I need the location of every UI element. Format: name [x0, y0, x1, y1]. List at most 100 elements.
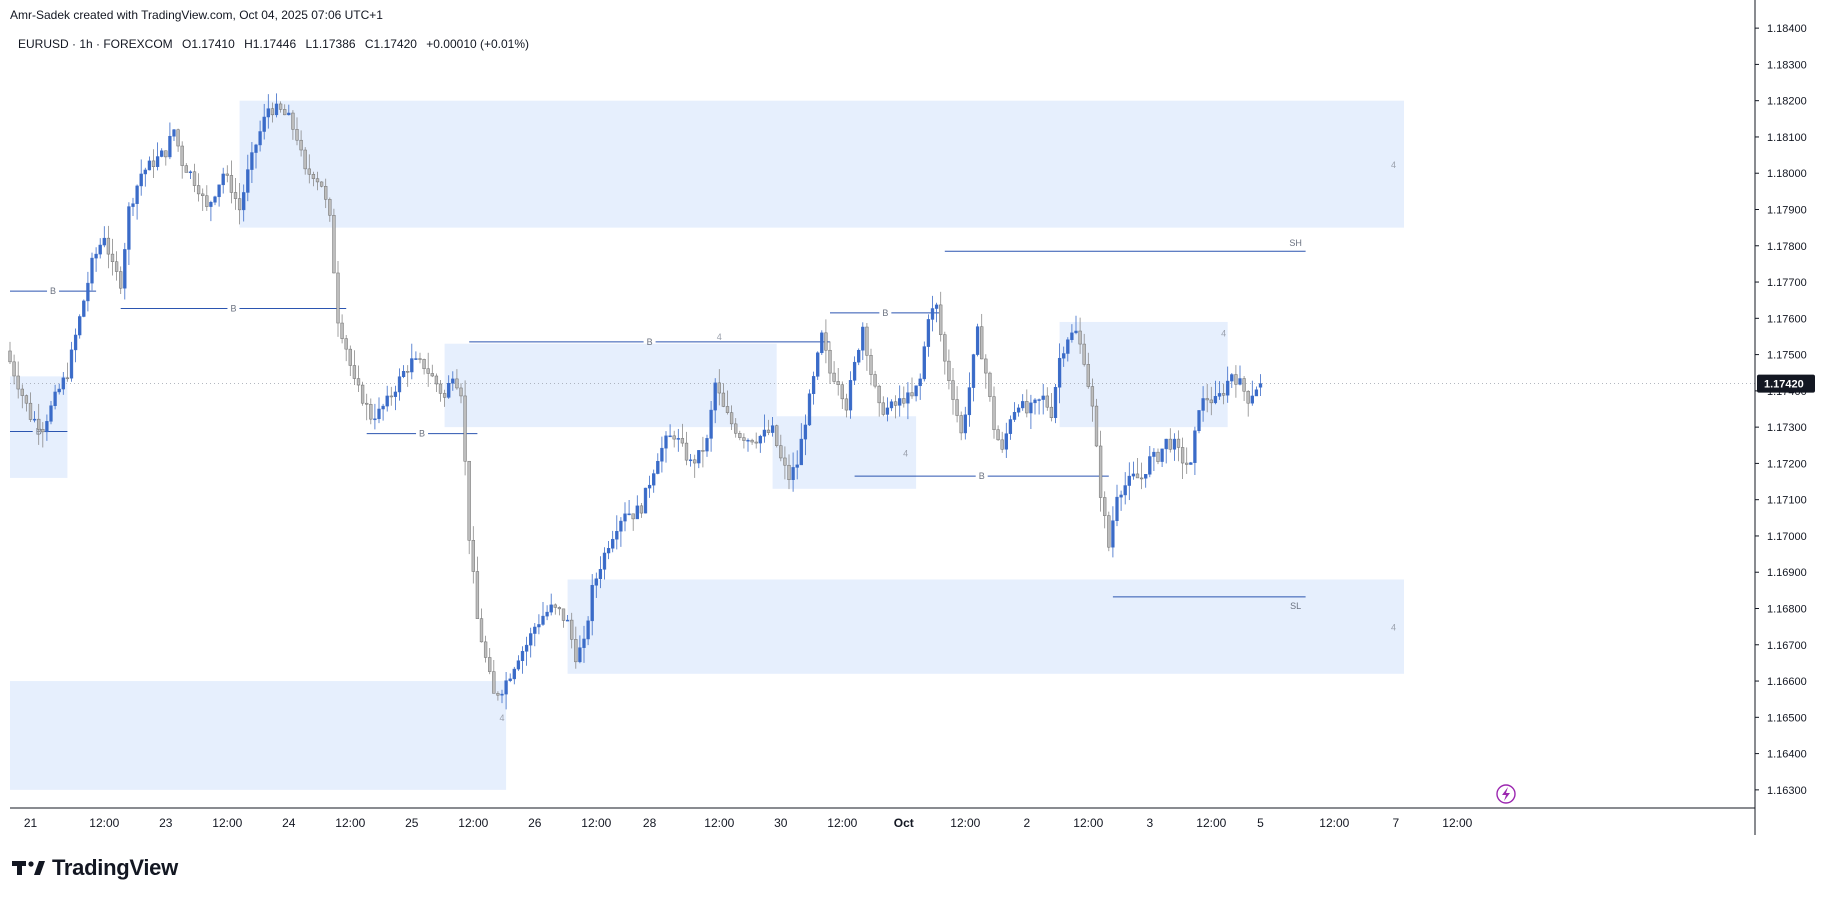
candle: [906, 382, 910, 420]
candle: [959, 411, 963, 441]
candle: [287, 104, 291, 116]
candle-body: [758, 435, 762, 444]
candle: [225, 165, 229, 183]
candle: [1000, 431, 1004, 453]
candle-body: [192, 171, 197, 186]
candle: [857, 348, 861, 366]
candle-body: [1185, 462, 1189, 465]
candle-body: [53, 391, 57, 406]
candle-body: [324, 186, 328, 200]
time-tick-label: 12:00: [458, 816, 488, 830]
candle: [139, 159, 143, 196]
candle-body: [377, 408, 381, 420]
time-tick-label: 12:00: [950, 816, 980, 830]
candle-body: [262, 116, 266, 132]
candle-body: [914, 385, 918, 397]
candle: [94, 247, 98, 272]
candle-body: [775, 425, 779, 446]
candle: [1045, 387, 1049, 411]
candle-body: [910, 392, 914, 397]
candle-body: [475, 571, 480, 619]
candle: [1164, 438, 1168, 464]
time-tick-label: 5: [1257, 816, 1264, 830]
candle-body: [611, 538, 615, 549]
time-tick-label: 12:00: [581, 816, 611, 830]
candle-body: [360, 384, 365, 404]
candle-body: [426, 368, 430, 374]
candle: [980, 313, 984, 360]
candle: [209, 200, 213, 222]
candle: [78, 314, 82, 339]
candle: [664, 431, 668, 463]
price-tick-label: 1.16900: [1767, 567, 1807, 579]
candle: [8, 341, 12, 365]
candle-body: [705, 438, 709, 452]
candle: [807, 389, 812, 427]
candle-body: [1021, 401, 1025, 409]
symbol-label[interactable]: EURUSD · 1h · FOREXCOM: [18, 37, 173, 51]
candle: [188, 170, 193, 180]
candle: [393, 385, 398, 411]
candle-body: [1016, 407, 1021, 413]
candle-body: [852, 361, 857, 381]
candle-body: [365, 402, 369, 405]
candle-body: [1070, 332, 1074, 340]
candle-body: [971, 354, 976, 388]
candle-body: [963, 414, 967, 434]
candle-body: [1119, 494, 1123, 498]
candle-body: [1258, 383, 1263, 388]
candle: [578, 635, 582, 664]
price-tick-label: 1.18100: [1767, 132, 1807, 144]
candle: [996, 425, 1000, 441]
candle-body: [713, 382, 717, 411]
candle-body: [1086, 364, 1090, 387]
candle-body: [553, 604, 557, 608]
candle: [69, 341, 74, 382]
candle-body: [799, 438, 803, 466]
candle: [898, 385, 902, 417]
candle: [561, 608, 566, 628]
candle-body: [65, 377, 70, 380]
candle-body: [594, 578, 598, 586]
candle: [701, 436, 705, 468]
candle: [918, 373, 922, 400]
level-label: B: [647, 337, 653, 347]
candle: [1123, 472, 1127, 505]
candle-body: [906, 392, 910, 404]
candle: [127, 202, 131, 265]
candle: [1057, 343, 1062, 404]
price-tick-label: 1.17800: [1767, 241, 1807, 253]
candle: [971, 353, 976, 402]
candle-body: [1041, 395, 1045, 400]
candle-body: [1074, 330, 1078, 334]
candle: [926, 314, 931, 357]
candle: [266, 94, 270, 129]
candle: [98, 238, 102, 259]
candle-body: [86, 282, 90, 302]
candle-body: [762, 429, 767, 437]
candle-body: [385, 395, 389, 407]
candle: [869, 348, 873, 386]
candle: [315, 171, 320, 191]
candle-body: [672, 435, 676, 440]
candle-body: [881, 402, 885, 415]
candle-body: [348, 348, 352, 366]
candle: [258, 120, 262, 152]
candle: [57, 383, 61, 395]
candle-body: [352, 365, 357, 379]
candle-body: [401, 371, 406, 377]
time-tick-label: 23: [159, 816, 173, 830]
candle-body: [1152, 451, 1156, 457]
candle: [729, 405, 734, 431]
candle: [131, 197, 135, 217]
candle-body: [627, 513, 631, 516]
candle: [422, 358, 426, 375]
candle-body: [828, 349, 832, 374]
candle: [119, 266, 123, 295]
candle: [1230, 373, 1234, 388]
candle-body: [590, 585, 594, 622]
candle: [319, 181, 324, 188]
candle-body: [176, 129, 180, 147]
tradingview-logo[interactable]: TradingView: [12, 855, 178, 881]
